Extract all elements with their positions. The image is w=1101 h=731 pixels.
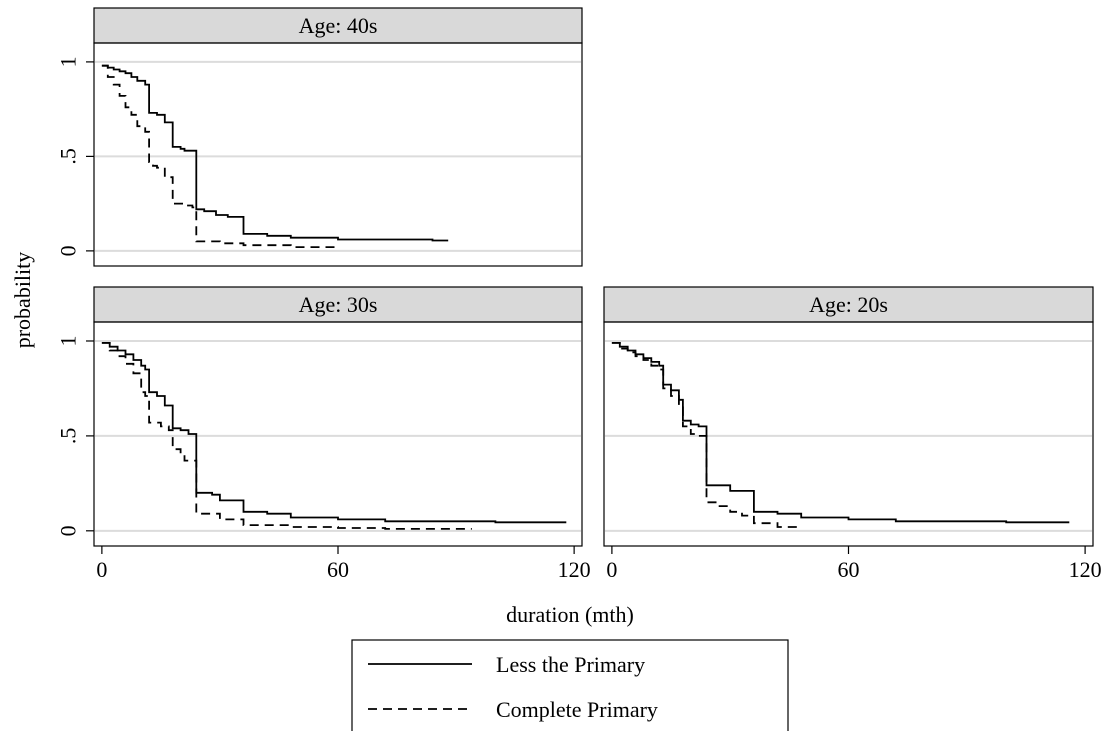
panel-title: Age: 20s: [809, 292, 888, 317]
panel-30s: Age: 30s 0 .5 1 0 60 120: [56, 286, 591, 582]
legend-label-solid: Less the Primary: [496, 652, 645, 677]
y-tick-label: .5: [56, 428, 81, 445]
series-complete-primary: [101, 64, 338, 248]
legend-label-dashed: Complete Primary: [496, 697, 658, 722]
panels: Age: 40s 0 .5 1 Age: 30s 0 .5 1 0 60 120 Age: 20s 0 6…: [56, 7, 1101, 582]
series-less-the-primary: [101, 64, 449, 242]
series-complete-primary: [101, 342, 472, 530]
legend: Less the Primary Complete Primary: [351, 639, 789, 731]
panel-strip: [93, 286, 583, 323]
y-tick-label: .5: [56, 148, 81, 165]
x-tick-label: 120: [558, 557, 591, 582]
x-axis-title: duration (mth): [506, 602, 634, 627]
panel-strip: [603, 286, 1094, 323]
panel-title: Age: 30s: [299, 292, 378, 317]
y-tick-label: 0: [56, 525, 81, 536]
panel-20s: Age: 20s 0 60 120: [603, 286, 1101, 582]
x-tick-label: 120: [1069, 557, 1101, 582]
panel-strip: [93, 7, 583, 44]
x-tick-label: 60: [327, 557, 349, 582]
x-tick-label: 0: [606, 557, 617, 582]
plot-frame: [93, 321, 583, 547]
x-tick-label: 60: [838, 557, 860, 582]
panel-title: Age: 40s: [299, 13, 378, 38]
y-axis-title: probability: [10, 252, 35, 349]
plot-frame: [93, 42, 583, 267]
series-less-the-primary: [611, 342, 1070, 524]
legend-box: [351, 639, 789, 731]
panel-40s: Age: 40s 0 .5 1: [56, 7, 583, 267]
series-less-the-primary: [101, 342, 567, 524]
y-tick-label: 1: [56, 56, 81, 67]
series-complete-primary: [611, 342, 802, 528]
x-tick-label: 0: [96, 557, 107, 582]
plot-frame: [603, 321, 1094, 547]
y-tick-label: 0: [56, 245, 81, 256]
y-tick-label: 1: [56, 335, 81, 346]
